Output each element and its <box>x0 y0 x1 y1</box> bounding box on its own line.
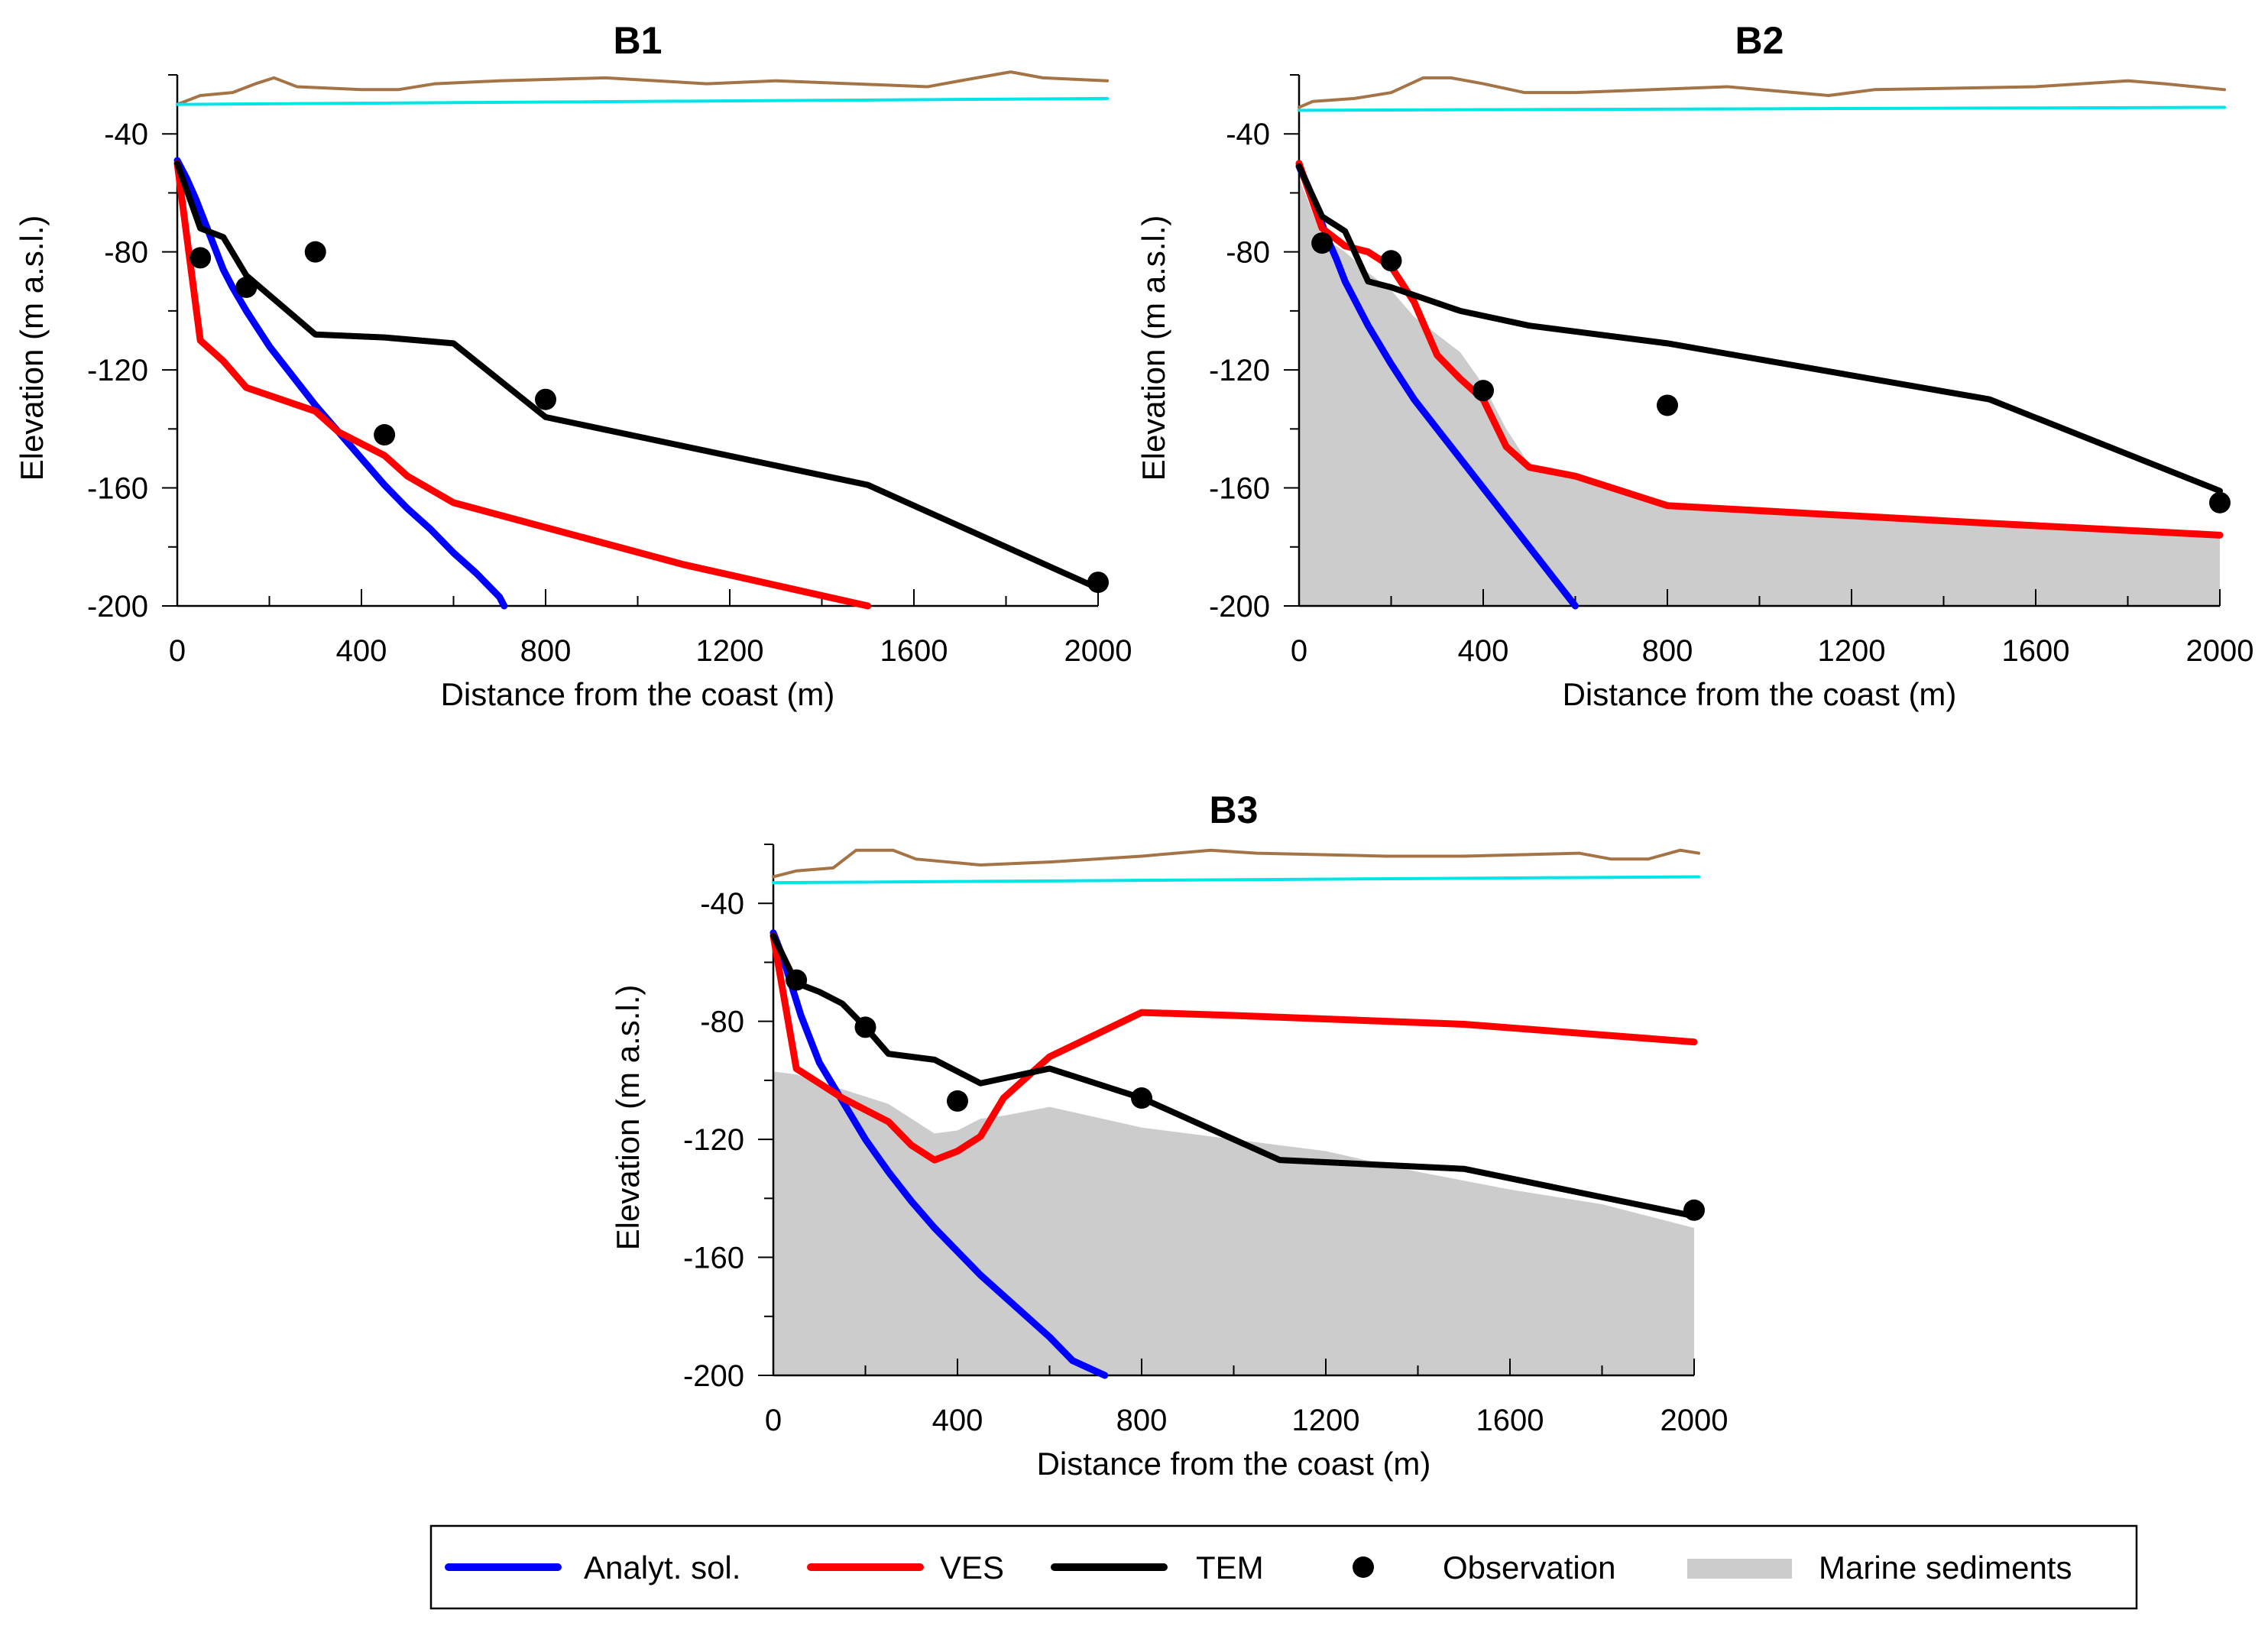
series-line-ves-b3 <box>770 932 1698 1164</box>
observation-point-b3 <box>1131 1087 1152 1109</box>
legend-swatch-marine-sediments <box>1687 1559 1792 1579</box>
series-line-topography-b1 <box>176 70 1110 106</box>
legend-item-marine-sediments: Marine sediments <box>1687 1550 2072 1586</box>
x-axis-title-b3: Distance from the coast (m) <box>1037 1446 1431 1482</box>
observation-point-b3 <box>947 1090 968 1112</box>
legend-label-observation: Observation <box>1443 1550 1615 1586</box>
x-tick-label-b3: 400 <box>932 1404 983 1437</box>
y-tick-label-b2: -200 <box>1209 590 1270 624</box>
y-tick-label-b2: -40 <box>1226 118 1270 151</box>
y-tick-label-b3: -40 <box>700 887 744 921</box>
panels: B1 0 400 800 1200 1600 2000 -40 -80 -120 -160 -200 D… <box>14 19 2253 1482</box>
series-area-marine-sediments-b3 <box>773 1071 1694 1375</box>
x-tick-label-b1: 1600 <box>880 634 948 668</box>
x-axis-title-b2: Distance from the coast (m) <box>1563 676 1957 712</box>
x-tick-label-b3: 800 <box>1116 1404 1168 1437</box>
observation-point-b3 <box>786 969 808 991</box>
x-tick-label-b3: 1600 <box>1476 1404 1544 1437</box>
y-tick-label-b1: -80 <box>104 236 148 270</box>
x-tick-label-b1: 1200 <box>696 634 764 668</box>
observation-point-b1 <box>535 388 556 410</box>
series-line-topography-b3 <box>772 848 1701 879</box>
legend-swatch-observation <box>1353 1556 1374 1578</box>
y-tick-label-b2: -80 <box>1226 236 1270 270</box>
series-line-topography-b2 <box>1298 76 2227 109</box>
legend: Analyt. sol. VES TEM Observation Marine sedi… <box>429 1524 2138 1610</box>
series-line-sea-level-b3 <box>772 875 1701 885</box>
x-tick-label-b1: 400 <box>336 634 387 668</box>
series-line-ves-b1 <box>173 160 872 610</box>
series-line-analyt-sol-b3 <box>770 929 1109 1379</box>
observation-point-b3 <box>854 1016 876 1038</box>
series-area-marine-sediments-b2 <box>1299 178 2220 606</box>
observation-point-b2 <box>1657 394 1678 416</box>
series-line-tem-b2 <box>1296 163 2223 494</box>
observation-point-b1 <box>374 424 396 446</box>
y-tick-label-b1: -160 <box>87 472 148 506</box>
x-tick-label-b3: 0 <box>765 1404 782 1437</box>
x-tick-label-b3: 1200 <box>1292 1404 1360 1437</box>
legend-item-analyt-sol: Analyt. sol. <box>445 1550 740 1586</box>
y-tick-label-b3: -120 <box>683 1123 744 1157</box>
series-line-analyt-sol-b1 <box>173 157 508 610</box>
observation-point-b2 <box>1380 250 1402 272</box>
y-tick-label-b3: -200 <box>683 1359 744 1393</box>
legend-label-tem: TEM <box>1196 1550 1264 1586</box>
panel-title-b1: B1 <box>614 19 663 62</box>
legend-item-tem: TEM <box>1051 1550 1264 1586</box>
observation-point-b2 <box>1311 232 1333 254</box>
legend-item-observation: Observation <box>1353 1550 1615 1586</box>
y-tick-label-b1: -120 <box>87 354 148 387</box>
x-tick-label-b2: 1200 <box>1818 634 1886 668</box>
axes-b2: 0 400 800 1200 1600 2000 -40 -80 -120 -160 -200 <box>1209 74 2254 668</box>
series-line-sea-level-b2 <box>1298 105 2227 112</box>
observation-point-b1 <box>304 241 326 263</box>
legend-label-analyt-sol: Analyt. sol. <box>584 1550 740 1586</box>
panel-b3: B3 0 400 800 1200 1600 2000 -40 -80 -120 -160 -200 D… <box>610 789 1728 1482</box>
panel-title-b2: B2 <box>1735 19 1784 62</box>
y-tick-label-b2: -120 <box>1209 354 1270 387</box>
x-tick-label-b1: 2000 <box>1064 634 1132 668</box>
observation-point-b2 <box>2209 491 2231 513</box>
legend-label-marine-sediments: Marine sediments <box>1819 1550 2072 1586</box>
x-tick-label-b2: 400 <box>1458 634 1509 668</box>
y-tick-label-b1: -40 <box>104 118 148 151</box>
series-line-tem-b3 <box>770 932 1697 1220</box>
observation-point-b1 <box>190 247 212 269</box>
legend-label-ves: VES <box>940 1550 1004 1586</box>
y-tick-label-b3: -80 <box>700 1006 744 1039</box>
x-tick-label-b2: 2000 <box>2186 634 2254 668</box>
x-tick-label-b2: 800 <box>1642 634 1693 668</box>
x-tick-label-b2: 1600 <box>2002 634 2070 668</box>
y-tick-label-b3: -160 <box>683 1242 744 1275</box>
observation-point-b1 <box>235 277 258 298</box>
axes-b1: 0 400 800 1200 1600 2000 -40 -80 -120 -160 -200 <box>87 74 1132 668</box>
x-tick-label-b2: 0 <box>1291 634 1307 668</box>
x-tick-label-b1: 0 <box>169 634 186 668</box>
y-axis-title-b2: Elevation (m a.s.l.) <box>1136 215 1171 481</box>
y-axis-title-b1: Elevation (m a.s.l.) <box>14 215 50 481</box>
y-tick-label-b2: -160 <box>1209 472 1270 506</box>
panel-b2: B2 0 400 800 1200 1600 2000 -40 -80 -120 -160 -200 D… <box>1136 19 2253 712</box>
observation-point-b3 <box>1683 1199 1705 1221</box>
panel-title-b3: B3 <box>1210 789 1259 831</box>
y-tick-label-b1: -200 <box>87 590 148 624</box>
x-tick-label-b1: 800 <box>520 634 572 668</box>
series-line-sea-level-b1 <box>176 96 1110 106</box>
x-axis-title-b1: Distance from the coast (m) <box>441 676 835 712</box>
legend-box <box>429 1524 2138 1610</box>
legend-item-ves: VES <box>807 1550 1004 1586</box>
observation-point-b1 <box>1087 572 1109 594</box>
x-tick-label-b3: 2000 <box>1661 1404 1729 1437</box>
y-axis-title-b3: Elevation (m a.s.l.) <box>610 985 646 1251</box>
axes-b3: 0 400 800 1200 1600 2000 -40 -80 -120 -160 -200 <box>683 844 1729 1437</box>
panel-b1: B1 0 400 800 1200 1600 2000 -40 -80 -120 -160 -200 D… <box>14 19 1132 712</box>
series-line-tem-b1 <box>174 160 1101 591</box>
observation-point-b2 <box>1473 380 1494 402</box>
